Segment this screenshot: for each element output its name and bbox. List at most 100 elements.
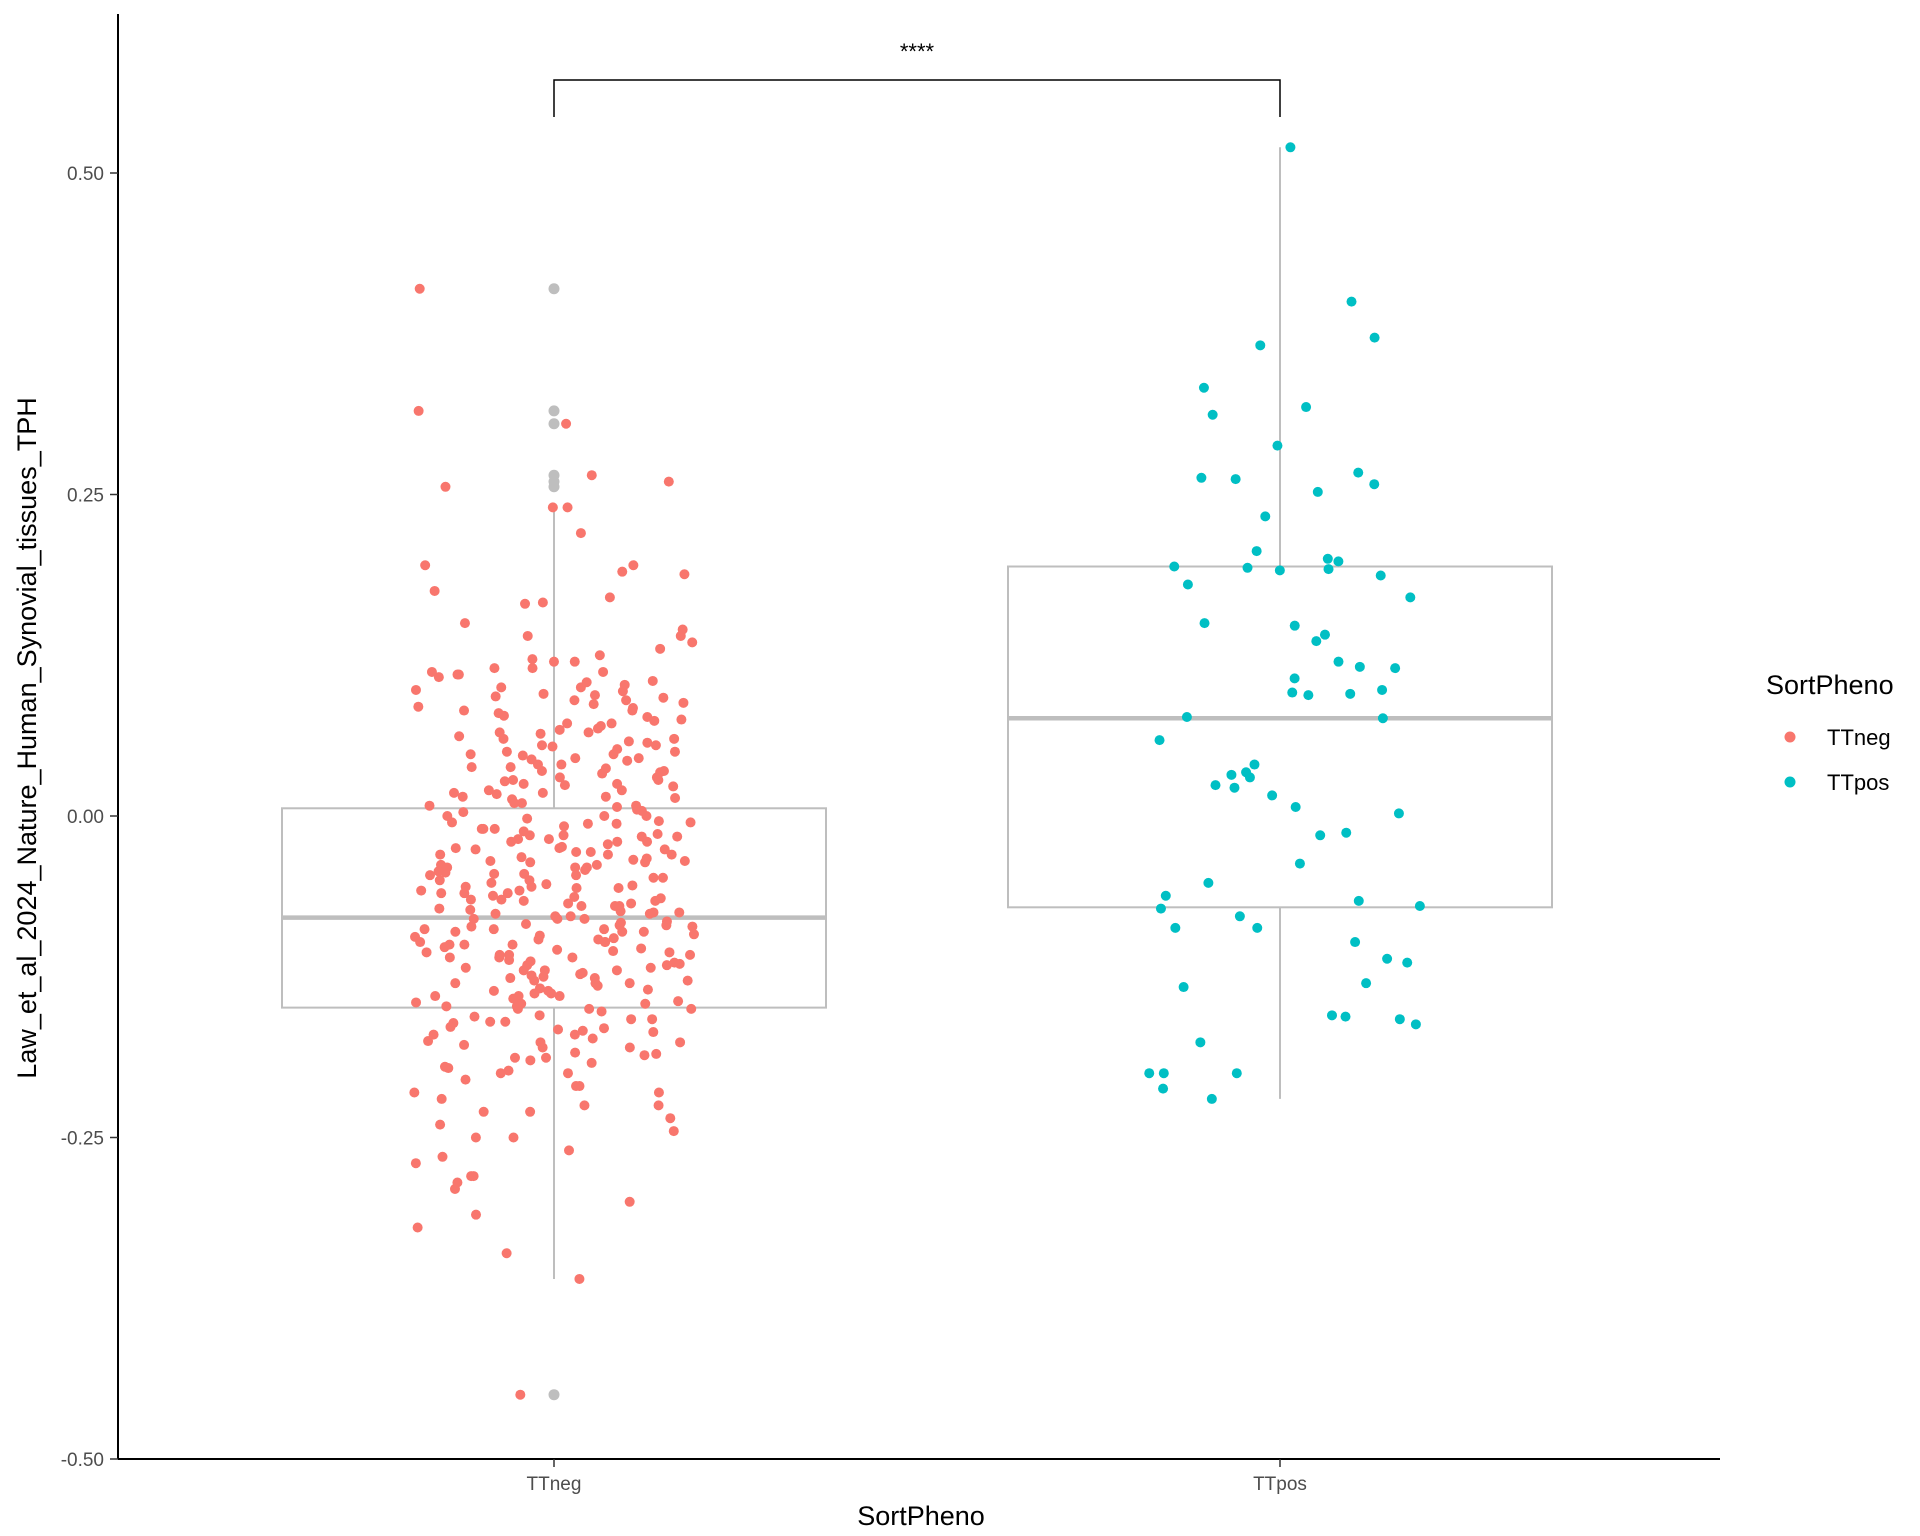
point-ttneg [411,997,422,1008]
point-ttneg [599,924,610,935]
point-ttneg [424,800,435,811]
point-ttneg [525,1055,536,1066]
point-ttpos [1154,735,1165,746]
point-ttneg [552,944,563,955]
point-ttpos [1312,486,1323,497]
point-ttpos [1369,479,1380,490]
point-ttneg [491,789,502,800]
point-ttpos [1382,953,1393,964]
point-ttneg [647,675,658,686]
point-ttneg [534,1010,545,1021]
point-ttpos [1377,713,1388,724]
point-ttneg [429,585,440,596]
point-ttneg [675,630,686,641]
point-ttneg [687,921,698,932]
y-tick-label: 0.25 [67,486,104,507]
point-ttneg [498,710,509,721]
point-ttneg [501,1248,512,1259]
point-ttneg [466,1171,477,1182]
point-ttneg [541,879,552,890]
point-ttneg [582,818,593,829]
point-ttneg [416,885,427,896]
point-ttpos [1255,340,1266,351]
point-ttneg [622,755,633,766]
point-ttneg [410,1158,421,1169]
point-ttneg [511,1001,522,1012]
point-ttneg [465,904,476,915]
point-ttneg [428,1029,439,1040]
y-ticks: -0.50 -0.25 0.00 0.25 0.50 [61,164,118,1471]
point-ttneg [687,637,698,648]
point-ttneg [483,785,494,796]
point-ttneg [664,947,675,958]
point-ttneg [648,1027,659,1038]
point-ttneg [570,862,581,873]
point-ttneg [554,991,565,1002]
point-ttpos [1350,937,1361,948]
x-tick-label: TTneg [527,1474,582,1495]
point-ttneg [657,872,668,883]
point-ttneg [587,1033,598,1044]
point-ttneg [585,847,596,858]
legend-label-ttpos: TTpos [1827,770,1889,795]
point-ttneg [592,723,603,734]
point-ttneg [663,476,674,487]
point-ttneg [579,1100,590,1111]
point-ttneg [575,528,586,539]
point-ttneg [460,1074,471,1085]
x-ticks: TTneg TTpos [527,1459,1307,1495]
point-ttneg [659,844,670,855]
point-ttneg [502,888,513,899]
point-ttneg [574,1273,585,1284]
point-ttpos [1361,978,1372,989]
point-ttneg [652,829,663,840]
point-ttneg [676,714,687,725]
point-ttpos [1287,687,1298,698]
point-ttpos [1323,564,1334,575]
point-ttpos [1226,769,1237,780]
point-ttneg [420,560,431,571]
point-ttneg [538,688,549,699]
point-ttneg [460,881,471,892]
point-ttpos [1169,561,1180,572]
point-ttneg [520,919,531,930]
point-ttpos [1319,629,1330,640]
point-ttneg [559,821,570,832]
point-ttpos [1231,1068,1242,1079]
point-ttpos [1333,556,1344,567]
point-ttneg [518,895,529,906]
point-ttneg [569,656,580,667]
point-ttneg [565,911,576,922]
significance-bracket: **** [553,39,1281,117]
point-ttneg [623,736,634,747]
point-ttneg [535,728,546,739]
point-ttneg [435,849,446,860]
point-ttneg [615,917,626,928]
point-ttneg [556,759,567,770]
point-ttpos [1199,618,1210,629]
point-ttneg [586,470,597,481]
point-ttneg [571,883,582,894]
point-ttneg [459,939,470,950]
point-ttneg [536,765,547,776]
point-ttpos [1252,922,1263,933]
point-ttneg [598,666,609,677]
point-ttneg [600,937,611,948]
point-ttneg [554,772,565,783]
point-ttneg [575,969,586,980]
point-ttneg [668,1126,679,1137]
point-ttneg [648,872,659,883]
point-ttneg [499,776,510,787]
point-ttneg [553,1024,564,1035]
point-ttneg [413,701,424,712]
point-ttneg [490,691,501,702]
point-ttneg [554,843,565,854]
point-ttneg [506,836,517,847]
y-tick-label: 0.00 [67,807,104,828]
point-ttneg [436,888,447,899]
point-ttneg [619,679,630,690]
point-ttneg [564,1145,575,1156]
point-ttneg [437,1151,448,1162]
point-ttneg [414,283,425,294]
